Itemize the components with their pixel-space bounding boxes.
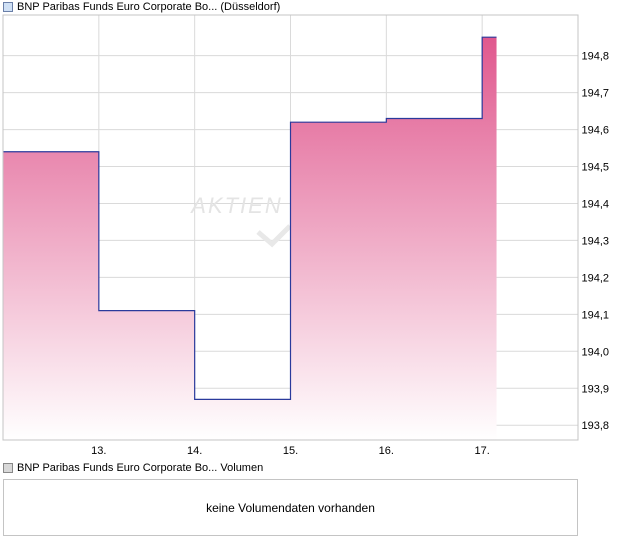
y-tick-label: 194,3 [581, 235, 609, 247]
x-tick-label: 16. [379, 445, 394, 457]
x-tick-label: 15. [283, 445, 298, 457]
volume-panel: keine Volumendaten vorhanden [3, 479, 578, 536]
y-tick-label: 194,7 [581, 88, 609, 100]
y-tick-label: 194,1 [581, 309, 609, 321]
no-volume-message: keine Volumendaten vorhanden [206, 500, 375, 515]
price-chart: AKTIEN 194,8 194,7 194,6 194,5 194,4 194,3 194… [2, 14, 609, 457]
watermark-check-icon [256, 224, 292, 248]
watermark-text: AKTIEN [189, 193, 282, 218]
volume-legend-swatch [3, 463, 13, 473]
y-tick-label: 194,8 [581, 51, 609, 63]
price-legend-label: BNP Paribas Funds Euro Corporate Bo... (… [17, 1, 281, 13]
price-legend: BNP Paribas Funds Euro Corporate Bo... (… [3, 0, 280, 14]
y-tick-label: 193,8 [581, 420, 609, 432]
plot-frame [2, 14, 579, 441]
y-tick-label: 194,4 [581, 198, 609, 210]
x-tick-label: 13. [91, 445, 106, 457]
price-legend-swatch [3, 2, 13, 12]
y-tick-label: 194,6 [581, 125, 609, 137]
price-area-fill [3, 37, 497, 440]
price-line [3, 36, 497, 400]
y-tick-label: 194,5 [581, 162, 609, 174]
volume-legend: BNP Paribas Funds Euro Corporate Bo... V… [3, 461, 263, 475]
y-tick-label: 193,9 [581, 383, 609, 395]
y-tick-label: 194,2 [581, 272, 609, 284]
y-tick-label: 194,0 [581, 346, 609, 358]
volume-legend-label: BNP Paribas Funds Euro Corporate Bo... V… [17, 462, 264, 474]
x-tick-label: 17. [475, 445, 490, 457]
x-tick-label: 14. [187, 445, 202, 457]
